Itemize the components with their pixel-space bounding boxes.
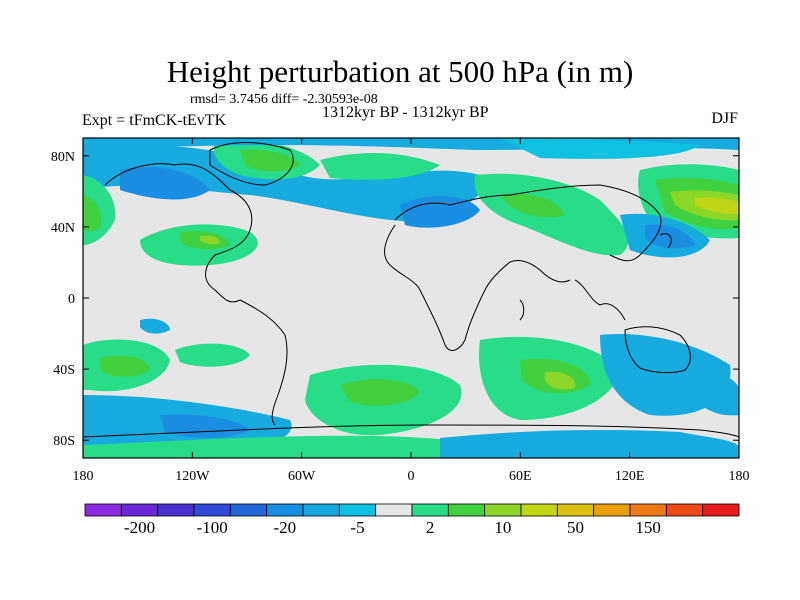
colorbar-swatch	[193, 503, 231, 517]
colorbar-swatch	[375, 503, 413, 517]
period-label: 1312kyr BP - 1312kyr BP	[322, 104, 489, 121]
colorbar-swatch	[702, 503, 740, 517]
axis-ticks	[82, 138, 740, 458]
lon-tick-label: 120W	[175, 469, 210, 484]
colorbar-label: 50	[567, 518, 584, 537]
colorbar-swatch	[629, 503, 667, 517]
lat-tick-label: 40N	[51, 221, 75, 236]
colorbar-swatch	[484, 503, 522, 517]
contour-fields	[83, 138, 739, 458]
colorbar-swatch	[411, 503, 449, 517]
lon-tick-label: 180	[73, 469, 94, 484]
colorbar-swatch	[120, 503, 159, 517]
lat-tick-label: 0	[68, 292, 75, 307]
lat-tick-label: 80S	[53, 434, 75, 449]
lat-tick-label: 80N	[51, 150, 75, 165]
colorbar-swatch	[157, 503, 195, 517]
colorbar	[84, 503, 740, 517]
colorbar-label: 2	[425, 518, 435, 537]
colorbar-label: -20	[273, 518, 297, 537]
lat-tick-labels: 80N 40N 0 40S 80S	[51, 150, 75, 449]
colorbar-swatch	[593, 503, 631, 517]
colorbar-label: 10	[494, 518, 512, 537]
colorbar-swatch	[84, 503, 122, 517]
lon-tick-label: 0	[408, 469, 415, 484]
colorbar-label: -200	[123, 518, 156, 537]
colorbar-swatch	[520, 503, 558, 517]
colorbar-swatch	[447, 503, 486, 517]
colorbar-swatch	[556, 503, 595, 517]
colorbar-swatch	[266, 503, 304, 517]
coastlines	[83, 142, 739, 438]
lon-tick-labels: 180 120W 60W 0 60E 120E 180	[73, 469, 750, 484]
colorbar-label: -5	[350, 518, 365, 537]
colorbar-swatch	[338, 503, 377, 517]
map-title: Height perturbation at 500 hPa (in m)	[166, 54, 634, 89]
colorbar-swatch	[665, 503, 704, 517]
experiment-label: Expt = tFmCK-tEvTK	[82, 112, 227, 129]
lon-tick-label: 60W	[288, 469, 316, 484]
colorbar-swatch	[229, 503, 268, 517]
lon-tick-label: 120E	[615, 469, 645, 484]
colorbar-label: -100	[196, 518, 228, 537]
colorbar-swatch	[302, 503, 340, 517]
lon-tick-label: 180	[729, 469, 750, 484]
stats-line: rmsd= 3.7456 diff= -2.30593e-08	[190, 92, 378, 107]
colorbar-label: 150	[635, 518, 661, 537]
season-label: DJF	[711, 110, 738, 127]
lat-tick-label: 40S	[53, 363, 75, 378]
lon-tick-label: 60E	[509, 469, 532, 484]
